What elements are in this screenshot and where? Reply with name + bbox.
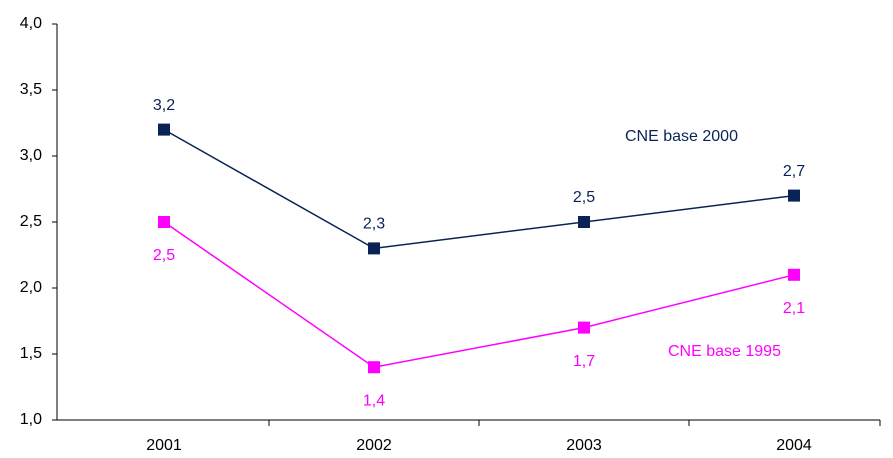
series-line xyxy=(163,221,795,368)
y-tick-label: 4,0 xyxy=(20,15,42,32)
marker xyxy=(158,123,170,136)
marker xyxy=(368,361,380,374)
x-tick-label: 2001 xyxy=(146,437,182,454)
marker xyxy=(788,189,800,202)
data-label: 2,7 xyxy=(783,163,805,180)
data-label: 2,5 xyxy=(153,247,175,264)
x-tick-label: 2002 xyxy=(356,437,392,454)
y-tick-label: 3,0 xyxy=(20,147,42,164)
series-label: CNE base 1995 xyxy=(668,343,781,360)
marker xyxy=(158,216,170,228)
marker xyxy=(578,216,590,228)
series-label: CNE base 2000 xyxy=(625,128,738,145)
marker xyxy=(788,268,800,281)
data-label: 3,2 xyxy=(153,97,175,114)
marker xyxy=(578,321,590,334)
data-label: 2,3 xyxy=(363,216,385,233)
y-tick-label: 2,5 xyxy=(20,213,42,230)
data-label: 1,4 xyxy=(363,392,385,409)
y-tick-label: 1,0 xyxy=(20,411,42,428)
marker xyxy=(368,242,380,255)
x-tick-label: 2004 xyxy=(776,437,812,454)
data-label: 2,1 xyxy=(783,300,805,317)
y-tick-label: 2,0 xyxy=(20,279,42,296)
series-line xyxy=(163,128,795,250)
x-tick-label: 2003 xyxy=(566,437,602,454)
data-label: 1,7 xyxy=(573,353,595,370)
y-tick-label: 1,5 xyxy=(20,345,42,362)
data-label: 2,5 xyxy=(573,189,595,206)
y-tick-label: 3,5 xyxy=(20,81,42,98)
